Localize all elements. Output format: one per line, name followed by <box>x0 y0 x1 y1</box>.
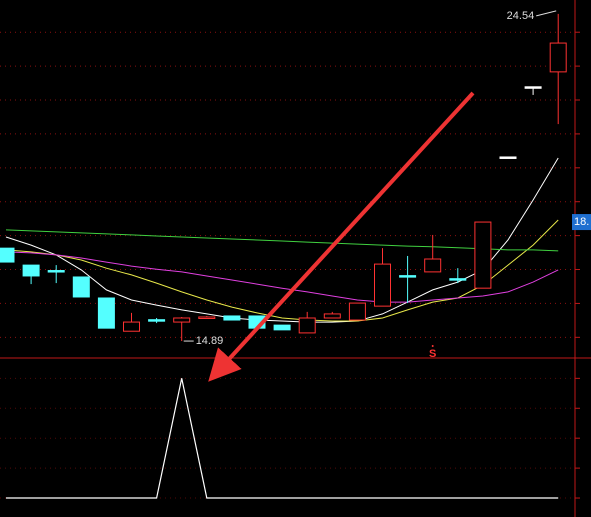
high-label: 24.54 <box>507 10 535 22</box>
candles <box>0 13 567 342</box>
candle-body <box>123 321 140 332</box>
candle-body <box>97 297 115 329</box>
moving-average <box>5 229 559 252</box>
low-label: 14.89 <box>196 335 224 347</box>
current-price-box <box>572 214 591 231</box>
signal-dot <box>431 345 434 347</box>
signal-label: S <box>429 348 436 360</box>
candle-body <box>323 313 341 319</box>
candle-body <box>47 270 65 273</box>
candle-body <box>298 317 316 334</box>
candle-body <box>148 319 166 322</box>
candle-body <box>198 316 216 319</box>
indicator-panel <box>0 377 580 499</box>
candle-body <box>499 156 517 159</box>
moving-average <box>5 251 559 303</box>
candle-body <box>424 258 442 273</box>
indicator-line <box>6 378 559 499</box>
candle-body <box>474 221 492 289</box>
candle-body <box>72 276 90 298</box>
moving-averages <box>5 157 559 323</box>
candle-body <box>223 315 241 321</box>
candle-body <box>22 264 40 277</box>
candle-body <box>0 247 15 263</box>
moving-average <box>5 219 559 322</box>
candle-body <box>399 275 417 278</box>
grid <box>0 31 580 338</box>
candle-body <box>348 302 366 321</box>
annotations: 24.54 14.89 18. S <box>183 10 591 360</box>
annotation-arrow <box>208 91 475 382</box>
current-price-label: 18. <box>574 216 589 228</box>
candle-body <box>549 42 567 73</box>
candle-body <box>524 86 542 89</box>
candle-body <box>374 263 391 307</box>
high-pointer <box>536 10 557 17</box>
candle-body <box>273 324 291 331</box>
candle-body <box>173 317 191 323</box>
candle-body <box>449 278 467 281</box>
moving-average <box>5 157 559 323</box>
